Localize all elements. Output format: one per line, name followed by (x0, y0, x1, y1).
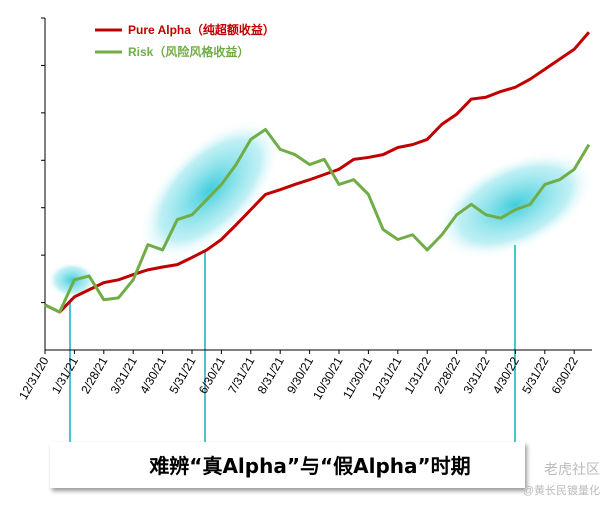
x-tick-label: 1/31/21 (49, 354, 81, 396)
x-tick-label: 6/30/21 (196, 354, 228, 396)
x-tick-label: 6/30/22 (549, 354, 581, 396)
x-tick-label: 7/31/21 (225, 354, 257, 396)
x-tick-label: 2/28/22 (431, 354, 463, 396)
series-line (44, 127, 591, 314)
x-tick-label: 8/31/21 (255, 354, 287, 396)
x-tick-label: 12/31/20 (16, 354, 52, 402)
x-tick-label: 3/31/21 (108, 354, 140, 396)
x-tick-label: 5/31/22 (519, 354, 551, 396)
caption: 难辨“真Alpha”与“假Alpha”时期 (148, 454, 470, 478)
x-tick-label: 2/28/21 (78, 354, 110, 396)
watermark: 老虎社区 (544, 461, 600, 477)
legend: Pure Alpha（纯超额收益） Risk（风险风格收益） (95, 22, 275, 59)
watermark: @黄长民镀量化 (523, 483, 600, 497)
x-tick-label: 5/31/21 (166, 354, 198, 396)
caption-box (50, 442, 525, 488)
legend-label: Pure Alpha（纯超额收益） (128, 22, 275, 37)
legend-label: Risk（风险风格收益） (128, 44, 249, 59)
x-tick-label: 1/31/22 (402, 354, 434, 396)
x-tick-label: 4/30/22 (490, 354, 522, 396)
x-tick-label: 9/30/21 (284, 354, 316, 396)
lines (44, 31, 591, 314)
x-tick-label: 4/30/21 (137, 354, 169, 396)
x-tick-label: 3/31/22 (460, 354, 492, 396)
